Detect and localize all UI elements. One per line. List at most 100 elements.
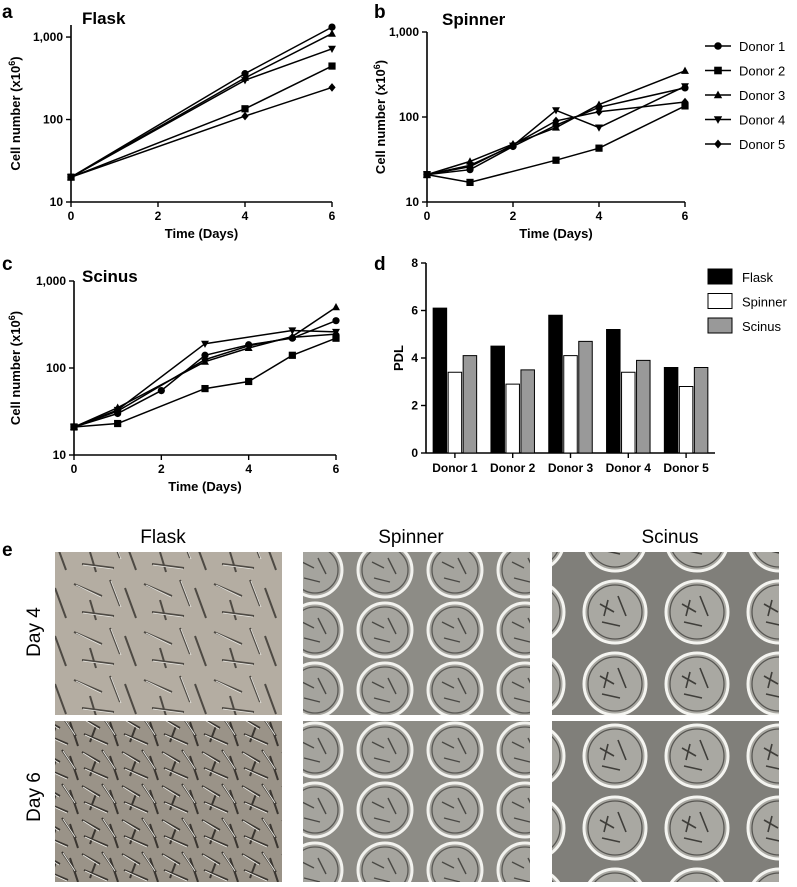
- y-axis-label-b: Cell number (x106): [372, 60, 388, 174]
- panel-b: b Spinner 0 2 4 6 10 100 1,000 Time (Days) Cell n…: [372, 2, 785, 241]
- series-line-c-donor-2: [73, 337, 337, 428]
- y-axis-label-c-end: ): [8, 311, 23, 315]
- x-tick-label-b-2: 2: [510, 209, 517, 223]
- legend-b: Donor 1 Donor 2 Donor 3 Donor 4 Donor 5: [705, 39, 785, 152]
- point-b-donor-5-3: [552, 116, 560, 126]
- legend-d: Flask Spinner Scinus: [707, 268, 787, 334]
- point-b-donor-4-5: [681, 83, 689, 91]
- panel-letter-a: a: [2, 2, 13, 23]
- point-c-donor-1-6: [332, 317, 340, 325]
- chart-title-a: Flask: [82, 9, 126, 28]
- series-line-a-donor-2: [70, 65, 333, 178]
- point-a-donor-5-1: [241, 111, 249, 121]
- legend-label-donor-5: Donor 5: [739, 137, 785, 152]
- bar-spinner-donor-2: [505, 383, 520, 454]
- panel-letter-b: b: [374, 2, 386, 23]
- x-tick-label-b-0: 0: [424, 209, 431, 223]
- y-tick-label-b-1000: 1,000: [389, 25, 419, 39]
- point-c-donor-3-5: [332, 303, 340, 311]
- y-tick-label-b-10: 10: [406, 195, 420, 209]
- point-c-donor-5-5: [332, 329, 340, 339]
- legend-label-donor-2: Donor 2: [739, 64, 785, 79]
- legend-marker-donor-3: [713, 90, 723, 99]
- bar-flask-donor-3: [548, 314, 563, 454]
- legend-marker-donor-1: [714, 42, 722, 50]
- x-tick-label-a-2: 2: [155, 209, 162, 223]
- column-label-flask: Flask: [140, 527, 186, 548]
- bar-scinus-donor-2: [520, 369, 535, 454]
- panel-c: c Scinus 0 2 4 6 10 100 1,000 Time (Days) Cell nu…: [2, 254, 340, 494]
- point-c-donor-5-2: [201, 355, 209, 364]
- y-axis-label-d: PDL: [391, 345, 406, 371]
- x-tick-label-donor-5: Donor 5: [663, 461, 709, 475]
- micrograph-scinus-day-6: [552, 721, 779, 882]
- point-c-donor-2-3: [245, 377, 253, 386]
- series-line-a-donor-5: [70, 86, 333, 178]
- bar-spinner-donor-3: [563, 355, 578, 454]
- panel-letter-c: c: [2, 254, 13, 275]
- panel-d: d 0 2 4 6 8 PDL Donor 1 Donor 2 Donor 3 Donor 4 Do…: [374, 254, 787, 475]
- panel-a: a Flask 0 2 4 6 10 100 1,000 Time (Days) Cell num…: [2, 2, 336, 241]
- bar-scinus-donor-4: [636, 359, 651, 454]
- point-a-donor-3-2: [328, 29, 336, 37]
- y-axis-label-a-main: Cell number (x10: [8, 66, 23, 171]
- legend-label-scinus: Scinus: [742, 319, 782, 334]
- legend-label-donor-1: Donor 1: [739, 39, 785, 54]
- legend-swatch-flask: [707, 268, 733, 285]
- panel-letter-d: d: [374, 254, 386, 275]
- y-axis-label-c-main: Cell number (x10: [8, 320, 23, 425]
- point-c-donor-4-3: [288, 327, 297, 335]
- x-tick-label-donor-2: Donor 2: [490, 461, 536, 475]
- bar-spinner-donor-4: [621, 371, 636, 454]
- y-tick-label-c-10: 10: [53, 448, 67, 462]
- column-label-scinus: Scinus: [641, 527, 698, 548]
- bar-spinner-donor-5: [678, 386, 694, 454]
- x-tick-label-b-4: 4: [596, 209, 603, 223]
- point-b-donor-3-5: [681, 66, 689, 74]
- point-b-donor-5-4: [595, 107, 603, 117]
- point-b-donor-2-3: [595, 144, 603, 152]
- series-line-a-donor-4: [70, 48, 333, 178]
- legend-label-donor-4: Donor 4: [739, 113, 785, 128]
- point-c-donor-4-2: [201, 340, 209, 348]
- y-tick-label-d-6: 6: [411, 304, 418, 318]
- micrograph-scinus-day-4: [552, 552, 779, 715]
- legend-marker-donor-4: [713, 116, 723, 124]
- column-label-spinner: Spinner: [378, 527, 444, 548]
- point-b-donor-4-4: [595, 124, 603, 132]
- point-c-donor-5-1: [114, 406, 122, 416]
- y-tick-label-a-1000: 1,000: [33, 30, 63, 44]
- point-c-donor-5-0: [70, 422, 78, 432]
- x-tick-label-b-6: 6: [682, 209, 689, 223]
- y-tick-label-a-10: 10: [50, 195, 64, 209]
- legend-marker-donor-2: [714, 66, 722, 75]
- point-a-donor-1-1: [241, 70, 249, 78]
- y-tick-label-b-100: 100: [399, 110, 419, 124]
- bar-spinner-donor-1: [447, 371, 463, 454]
- x-tick-label-a-0: 0: [68, 209, 75, 223]
- y-tick-label-c-1000: 1,000: [36, 274, 66, 288]
- point-c-donor-5-4: [288, 333, 296, 342]
- series-line-b-donor-5: [426, 101, 686, 176]
- point-a-donor-4-2: [328, 45, 336, 53]
- point-b-donor-5-0: [423, 170, 431, 179]
- panel-e: e Flask Spinner Scinus Day 4 Day 6: [2, 527, 779, 882]
- y-tick-label-d-4: 4: [411, 351, 418, 365]
- y-axis-label-a: Cell number (x106): [7, 56, 23, 170]
- point-b-donor-3-3: [552, 123, 560, 131]
- x-tick-label-c-6: 6: [333, 462, 340, 476]
- series-line-c-donor-5: [73, 333, 337, 428]
- point-a-donor-1-2: [328, 23, 336, 31]
- micrograph-flask-day-4: [55, 552, 282, 715]
- y-tick-label-c-100: 100: [46, 361, 66, 375]
- y-tick-label-d-2: 2: [411, 399, 418, 413]
- x-axis-label-c: Time (Days): [168, 479, 241, 494]
- bar-flask-donor-4: [606, 329, 621, 454]
- series-line-b-donor-4: [426, 85, 686, 176]
- legend-marker-donor-5: [714, 139, 722, 149]
- y-axis-label-b-superscript: 6: [372, 64, 382, 69]
- point-c-donor-2-2: [201, 384, 209, 393]
- x-tick-label-c-4: 4: [245, 462, 252, 476]
- x-axis-label-a: Time (Days): [165, 226, 238, 241]
- point-b-donor-5-1: [466, 162, 474, 172]
